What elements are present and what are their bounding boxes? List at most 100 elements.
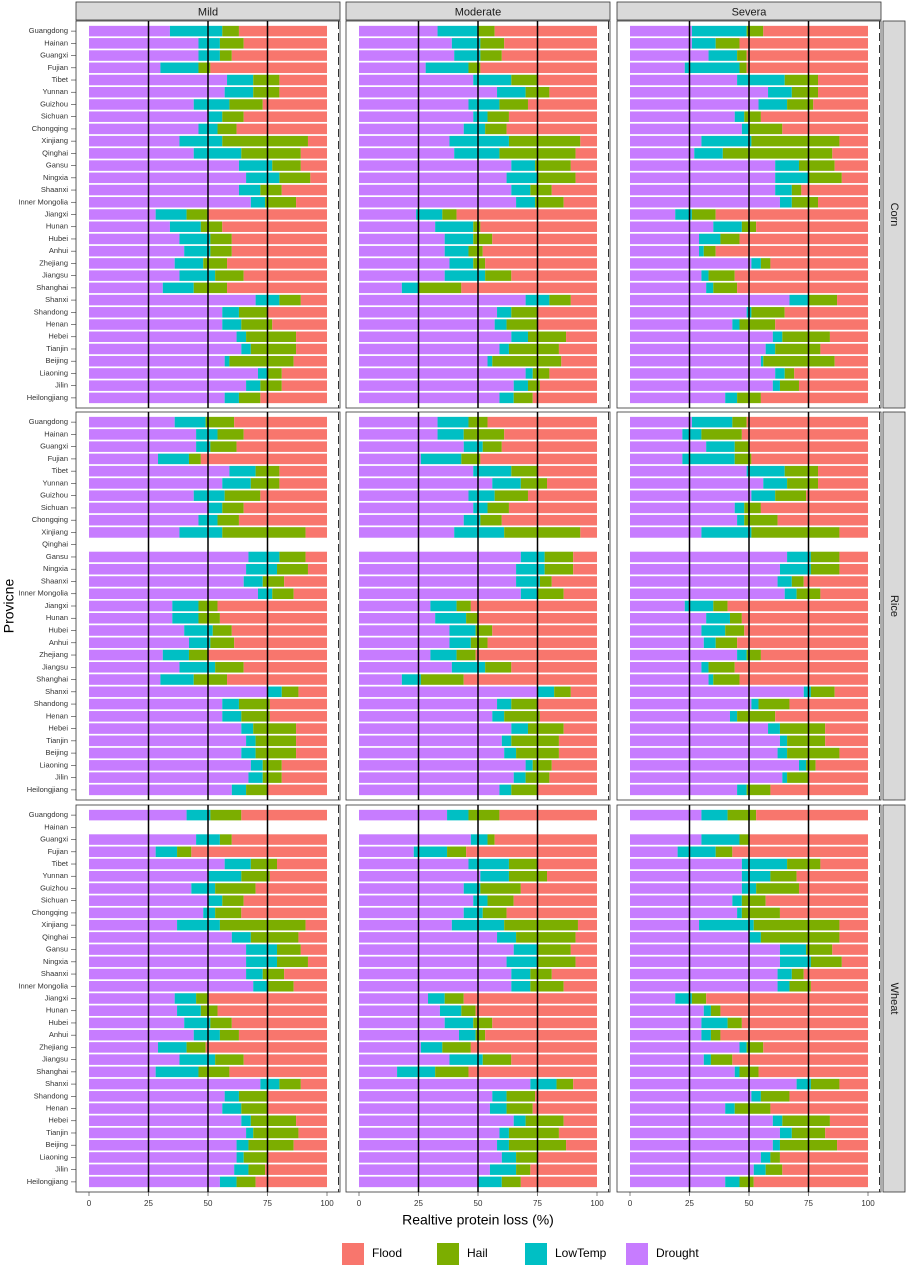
x-tick-label-25: 25 bbox=[144, 1199, 153, 1208]
y-tick-label-shanghai: Shanghai bbox=[36, 283, 68, 292]
bar-corn-severa-hubei-lowtemp bbox=[699, 233, 721, 245]
bar-rice-severa-henan-lowtemp bbox=[729, 711, 738, 722]
bar-wheat-mild-gansu-lowtemp bbox=[246, 944, 278, 955]
y-tick-label-henan: Henan bbox=[46, 320, 68, 329]
bar-corn-mild-jiangsu-lowtemp bbox=[179, 270, 216, 281]
bar-rice-severa-guangdong-drought bbox=[630, 416, 692, 428]
bar-wheat-severa-shaanxi-drought bbox=[630, 968, 778, 980]
bar-wheat-severa-yunnan-flood bbox=[796, 870, 868, 882]
bar-corn-moderate-yunnan-flood bbox=[549, 86, 597, 98]
bar-rice-mild-fujian-lowtemp bbox=[158, 453, 189, 465]
bar-corn-severa-liaoning-drought bbox=[630, 368, 776, 379]
bar-corn-mild-shanxi-hail bbox=[279, 294, 301, 306]
bar-rice-mild-gansu-hail bbox=[279, 551, 306, 563]
bar-wheat-moderate-guangxi-flood bbox=[494, 834, 597, 845]
bar-corn-moderate-anhui-lowtemp bbox=[444, 245, 469, 257]
bar-rice-mild-tibet-drought bbox=[89, 465, 230, 477]
bar-corn-moderate-sichuan-lowtemp bbox=[473, 111, 488, 122]
bar-rice-mild-jiangxi-lowtemp bbox=[172, 600, 199, 612]
bar-rice-mild-beijing-drought bbox=[89, 747, 242, 759]
bar-corn-mild-fujian-drought bbox=[89, 62, 161, 74]
bar-corn-moderate-hainan-drought bbox=[359, 38, 452, 49]
bar-wheat-moderate-shaanxi-flood bbox=[551, 968, 597, 980]
bar-rice-severa-xinjiang-lowtemp bbox=[701, 527, 752, 538]
bar-wheat-mild-xinjiang-hail bbox=[219, 919, 306, 931]
bar-rice-mild-anhui-flood bbox=[234, 637, 327, 649]
bar-rice-severa-zhejiang-hail bbox=[746, 649, 761, 661]
bar-rice-moderate-chongqing-flood bbox=[501, 514, 597, 526]
bar-corn-severa-shaanxi-hail bbox=[791, 184, 802, 196]
bar-rice-severa-inner-mongolia-drought bbox=[630, 588, 785, 600]
bar-rice-severa-shanghai-hail bbox=[713, 674, 740, 685]
bar-corn-mild-gansu-flood bbox=[300, 160, 327, 171]
bar-corn-mild-shanxi-flood bbox=[300, 294, 327, 306]
bar-corn-mild-hunan-lowtemp bbox=[169, 221, 201, 232]
bar-wheat-moderate-inner-mongolia-drought bbox=[359, 981, 512, 992]
bar-wheat-severa-chongqing-lowtemp bbox=[737, 907, 742, 919]
bar-corn-mild-hebei-flood bbox=[296, 331, 327, 343]
bar-corn-severa-shanghai-drought bbox=[630, 282, 707, 294]
x-tick-label-100: 100 bbox=[590, 1199, 604, 1208]
bar-wheat-moderate-gansu-lowtemp bbox=[513, 944, 538, 955]
bar-corn-mild-tianjin-hail bbox=[250, 343, 297, 355]
strip-rice bbox=[882, 411, 906, 801]
bar-rice-mild-gansu-lowtemp bbox=[248, 551, 280, 563]
bar-rice-severa-inner-mongolia-lowtemp bbox=[784, 588, 797, 600]
bar-wheat-moderate-ningxia-hail bbox=[537, 956, 576, 968]
bar-rice-mild-liaoning-flood bbox=[281, 760, 327, 771]
bar-rice-moderate-fujian-flood bbox=[480, 453, 597, 465]
bar-corn-mild-beijing-hail bbox=[229, 355, 294, 367]
bar-corn-moderate-guangdong-drought bbox=[359, 25, 438, 37]
bar-wheat-severa-gansu-hail bbox=[806, 944, 833, 955]
bar-wheat-moderate-jilin-flood bbox=[530, 1164, 597, 1175]
y-tick-label-sichuan: Sichuan bbox=[41, 503, 68, 512]
bar-wheat-mild-anhui-drought bbox=[89, 1029, 194, 1041]
bar-wheat-moderate-yunnan-lowtemp bbox=[480, 870, 509, 882]
bar-wheat-moderate-hubei-flood bbox=[492, 1017, 597, 1029]
bar-wheat-moderate-xinjiang-flood bbox=[577, 919, 597, 931]
bar-rice-mild-xinjiang-drought bbox=[89, 527, 180, 538]
y-tick-label-yunnan: Yunnan bbox=[43, 87, 68, 96]
bar-corn-severa-shaanxi-drought bbox=[630, 184, 776, 196]
bar-wheat-mild-jiangsu-drought bbox=[89, 1054, 180, 1065]
bar-rice-mild-tibet-lowtemp bbox=[229, 465, 256, 477]
bar-corn-moderate-heilongjiang-drought bbox=[359, 392, 500, 404]
bar-corn-moderate-sichuan-flood bbox=[508, 111, 597, 122]
bar-wheat-moderate-guangxi-lowtemp bbox=[470, 834, 488, 845]
bar-rice-moderate-tibet-lowtemp bbox=[473, 465, 512, 477]
bar-rice-severa-hainan-lowtemp bbox=[682, 429, 702, 440]
bar-corn-severa-tianjin-lowtemp bbox=[765, 343, 776, 355]
bar-rice-moderate-beijing-drought bbox=[359, 747, 505, 759]
bar-wheat-severa-ningxia-lowtemp bbox=[779, 956, 811, 968]
bar-rice-severa-hunan-flood bbox=[741, 612, 868, 624]
bar-corn-moderate-shandong-flood bbox=[537, 307, 597, 318]
y-tick-label-anhui: Anhui bbox=[49, 638, 69, 647]
bar-corn-severa-ningxia-lowtemp bbox=[775, 172, 809, 184]
bar-rice-severa-guizhou-drought bbox=[630, 490, 752, 501]
bar-corn-severa-yunnan-lowtemp bbox=[768, 86, 792, 98]
bar-corn-moderate-xinjiang-flood bbox=[580, 135, 597, 147]
bar-wheat-moderate-shandong-hail bbox=[506, 1091, 536, 1102]
bar-wheat-moderate-yunnan-drought bbox=[359, 870, 481, 882]
y-tick-label-gansu: Gansu bbox=[46, 945, 68, 954]
bar-rice-moderate-tibet-flood bbox=[537, 465, 597, 477]
bar-wheat-severa-anhui-flood bbox=[720, 1029, 868, 1041]
bar-rice-moderate-gansu-lowtemp bbox=[520, 551, 545, 563]
bar-corn-moderate-hebei-drought bbox=[359, 331, 512, 343]
bar-corn-mild-hebei-hail bbox=[246, 331, 297, 343]
bar-wheat-severa-jiangsu-flood bbox=[732, 1054, 868, 1065]
bar-wheat-moderate-henan-flood bbox=[532, 1103, 597, 1114]
bar-wheat-moderate-hebei-hail bbox=[525, 1115, 564, 1127]
bar-corn-mild-hebei-drought bbox=[89, 331, 237, 343]
bar-corn-moderate-hunan-lowtemp bbox=[435, 221, 474, 232]
bar-wheat-mild-shanghai-hail bbox=[198, 1066, 230, 1078]
bar-rice-severa-tibet-flood bbox=[818, 465, 868, 477]
bar-corn-severa-hebei-lowtemp bbox=[772, 331, 783, 343]
y-tick-label-hainan: Hainan bbox=[44, 429, 68, 438]
bar-corn-mild-tibet-drought bbox=[89, 74, 228, 86]
bar-rice-severa-shanxi-drought bbox=[630, 686, 804, 698]
bar-rice-moderate-hunan-hail bbox=[466, 612, 478, 624]
bar-wheat-mild-zhejiang-lowtemp bbox=[158, 1042, 187, 1053]
bar-rice-moderate-yunnan-drought bbox=[359, 478, 493, 489]
